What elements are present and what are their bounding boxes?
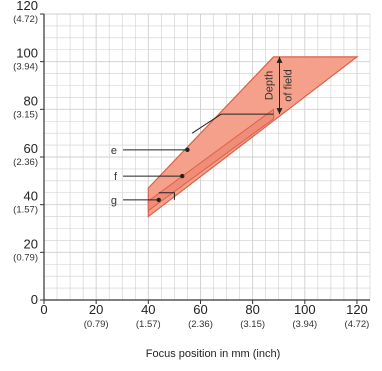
point-g-label: g <box>111 195 117 207</box>
x-tick-sublabel: (3.94) <box>292 319 317 330</box>
point-g-marker <box>157 198 161 202</box>
x-tick-label: 20 <box>89 302 103 317</box>
x-tick-sublabel: (1.57) <box>136 319 161 330</box>
y-tick-sublabel: (1.57) <box>13 205 38 216</box>
y-tick-sublabel: (2.36) <box>13 157 38 168</box>
x-tick-label: 60 <box>193 302 207 317</box>
x-tick-label: 40 <box>141 302 155 317</box>
y-tick-label: 60 <box>24 141 38 156</box>
point-e-marker <box>185 148 189 152</box>
y-tick-label: 120 <box>16 0 38 13</box>
y-tick-sublabel: (4.72) <box>13 14 38 25</box>
x-tick-sublabel: (2.36) <box>188 319 213 330</box>
y-tick-sublabel: (3.15) <box>13 109 38 120</box>
depth-label-line2: of field <box>283 69 295 101</box>
y-tick-label: 0 <box>31 292 38 307</box>
x-tick-label: 80 <box>245 302 259 317</box>
y-tick-label: 20 <box>24 236 38 251</box>
x-tick-sublabel: (0.79) <box>84 319 109 330</box>
point-f-marker <box>180 174 184 178</box>
depth-label-line1: Depth <box>264 71 276 100</box>
point-f-label: f <box>114 171 118 183</box>
y-tick-sublabel: (0.79) <box>13 252 38 263</box>
point-e-label: e <box>111 145 117 157</box>
y-tick-sublabel: (3.94) <box>13 62 38 73</box>
y-tick-label: 100 <box>16 46 38 61</box>
x-tick-label: 100 <box>294 302 316 317</box>
x-tick-label: 0 <box>40 302 47 317</box>
x-tick-sublabel: (3.15) <box>240 319 265 330</box>
y-tick-label: 40 <box>24 189 38 204</box>
y-tick-label: 80 <box>24 93 38 108</box>
x-tick-sublabel: (4.72) <box>345 319 370 330</box>
x-tick-label: 120 <box>346 302 368 317</box>
x-axis-label: Focus position in mm (inch) <box>146 348 281 360</box>
